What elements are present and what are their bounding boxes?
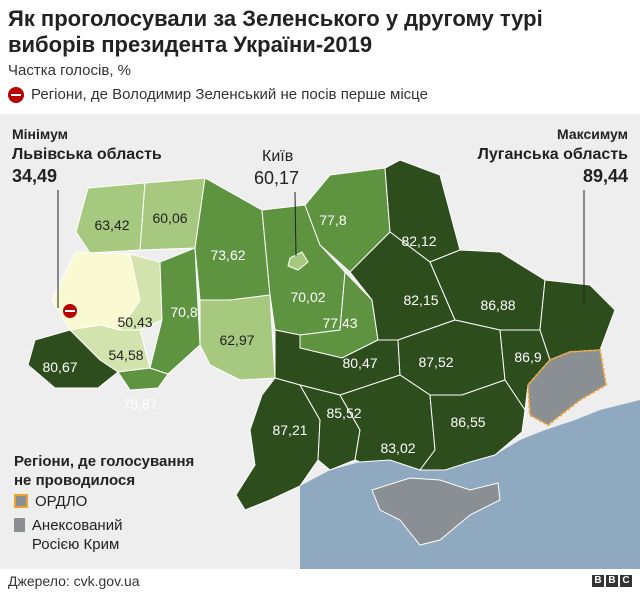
legend-not-first-label: Регіони, де Володимир Зеленський не посі…: [31, 86, 428, 103]
source: Джерело: cvk.gov.ua: [8, 573, 140, 589]
min-value: 34,49: [12, 166, 58, 186]
region-chernivtsi: [117, 367, 169, 391]
region-value: 85,52: [326, 405, 362, 421]
region-value: 77,43: [322, 315, 358, 331]
max-region: Луганська область: [477, 146, 628, 163]
ordlo-area: [526, 348, 608, 427]
region-zaporizhzhia: [419, 379, 526, 471]
region-zakarpattia: [27, 329, 119, 389]
region-value: 62,97: [219, 332, 255, 348]
max-label: Максимум: [557, 126, 628, 142]
region-value: 77,8: [319, 212, 347, 228]
sea: [300, 400, 640, 569]
region-value: 83,02: [380, 440, 416, 456]
subtitle: Частка голосів, %: [8, 62, 132, 79]
region-value: 63,42: [94, 217, 130, 233]
region-volyn: [75, 182, 146, 254]
region-value: 87,21: [272, 422, 308, 438]
region-value: 73,62: [210, 247, 246, 263]
crimea-swatch: [14, 518, 25, 532]
region-value: 82,12: [401, 233, 437, 249]
region-value: 87,52: [418, 354, 454, 370]
region-value: 82,15: [403, 292, 439, 308]
kyiv-value: 60,17: [254, 168, 300, 188]
no-vote-legend-title: Регіони, де голосування не проводилося: [14, 453, 195, 489]
region-value: 80,47: [342, 355, 378, 371]
region-zhytomyr: [194, 177, 271, 301]
region-value: 60,06: [152, 210, 188, 226]
region-value: 86,88: [480, 297, 516, 313]
region-vinnytsia: [199, 294, 276, 381]
max-value: 89,44: [582, 166, 628, 186]
legend-ordlo: ОРДЛО: [14, 492, 87, 511]
map: 63,42 60,06 50,43 54,58 80,67 75,87 70,8…: [0, 114, 640, 569]
min-label: Мінімум: [12, 126, 69, 142]
ukraine-map: [27, 159, 640, 569]
region-value: 70,8: [170, 304, 198, 320]
kyiv-name: Київ: [262, 148, 294, 165]
region-value: 50,43: [117, 314, 153, 330]
legend-crimea: Анексований Росією Крим: [14, 516, 174, 554]
region-luhansk: [539, 279, 616, 361]
region-value: 75,87: [122, 396, 158, 412]
min-region: Львівська область: [12, 146, 162, 163]
legend-not-first: Регіони, де Володимир Зеленський не посі…: [8, 86, 428, 103]
ordlo-swatch: [14, 494, 28, 508]
no-entry-icon: [8, 86, 24, 103]
page-title: Як проголосували за Зеленського у другом…: [8, 6, 543, 57]
region-kyiv-city: [287, 251, 309, 271]
not-first-marker-lviv: [63, 304, 77, 318]
region-value: 70,02: [290, 289, 326, 305]
region-value: 86,9: [514, 349, 542, 365]
region-value: 54,58: [108, 347, 144, 363]
legend-ordlo-label: ОРДЛО: [35, 493, 88, 510]
region-value: 86,55: [450, 414, 486, 430]
legend-crimea-label: Анексований Росією Крим: [31, 517, 123, 553]
kyiv-leader-line: [294, 191, 297, 257]
region-value: 80,67: [42, 359, 78, 375]
crimea-area: [371, 477, 501, 546]
